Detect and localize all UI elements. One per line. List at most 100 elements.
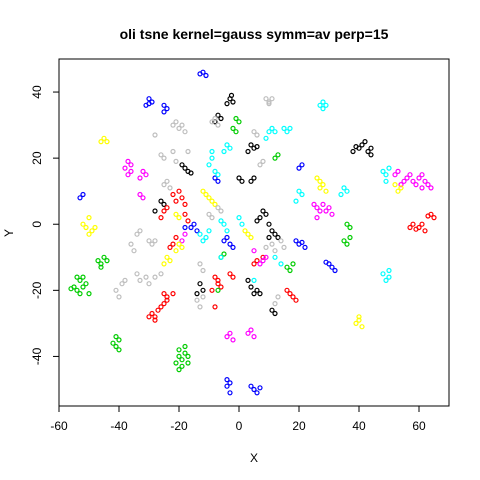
data-point [218,254,224,260]
data-point [188,224,194,231]
data-point [173,198,179,204]
data-point [383,277,389,283]
data-point [323,208,329,214]
data-point [200,267,206,274]
data-point [122,165,128,171]
data-point [365,148,371,155]
data-point [203,191,209,198]
data-point [137,191,143,198]
data-point [227,145,233,151]
data-point [395,188,401,194]
data-point [119,281,125,287]
data-point [206,195,212,201]
data-point [176,125,182,131]
data-point [176,353,182,359]
data-point [368,152,374,158]
data-point [215,112,221,118]
data-point [272,254,278,260]
data-point [179,363,185,369]
data-point [380,271,386,277]
data-point [182,211,188,217]
data-point [215,172,221,178]
data-point [347,224,353,231]
data-point [266,221,272,227]
data-point [158,271,164,277]
data-point [116,347,122,353]
data-point [254,258,260,264]
data-point [203,234,209,241]
data-point [257,162,263,168]
data-point [104,139,110,145]
data-point [386,267,392,274]
data-point [77,277,83,283]
data-point [161,102,167,108]
data-point [176,241,182,247]
data-point [272,231,278,237]
data-point [236,175,242,181]
y-tick-label: 0 [30,221,44,228]
data-point [269,307,275,313]
data-point [269,125,275,131]
data-point [158,304,164,310]
data-point [245,148,251,155]
data-point [257,385,263,391]
data-point [209,119,215,125]
data-point [158,215,164,221]
data-point [407,224,413,231]
data-point [170,148,176,155]
data-point [197,231,203,237]
data-point [245,277,251,283]
data-point [281,244,287,250]
data-point [224,377,230,383]
data-point [239,178,245,184]
data-point [176,367,182,373]
data-point [164,178,170,184]
data-point [143,172,149,178]
data-point [386,165,392,171]
data-point [176,347,182,353]
data-point [182,224,188,231]
data-point [356,314,362,320]
data-point [158,152,164,158]
data-point [248,142,254,148]
data-point [209,287,215,293]
data-point [317,185,323,191]
data-point [146,96,152,102]
data-point [137,277,143,283]
data-point [275,234,281,241]
data-point [359,142,365,148]
data-point [260,158,266,164]
data-point [209,215,215,221]
data-point [293,297,299,303]
data-point [317,208,323,214]
data-point [212,119,218,125]
data-point [224,228,230,234]
data-point [233,115,239,122]
data-point [215,205,221,211]
data-point [197,281,203,287]
data-point [413,226,419,232]
data-point [194,228,200,234]
data-point [95,258,101,264]
data-point [311,201,317,207]
data-point [293,198,299,204]
data-point [182,350,188,356]
data-point [173,119,179,125]
data-point [161,109,167,115]
data-point [263,254,269,260]
data-point [212,201,218,207]
data-point [92,224,98,231]
data-point [122,277,128,283]
data-point [113,334,119,340]
data-point [80,221,86,227]
data-point [194,297,200,303]
data-point [161,182,167,188]
y-tick-label: 40 [30,85,44,99]
data-point [101,254,107,260]
data-point [140,195,146,201]
data-point [83,224,89,231]
data-point [419,172,425,178]
data-point [269,228,275,234]
x-tick-label: 0 [236,419,243,433]
